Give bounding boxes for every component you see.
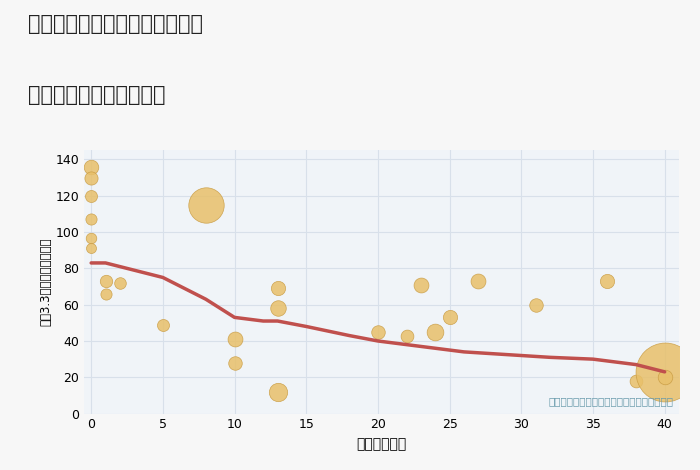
Point: [85, 192, 97, 200]
Point: [85, 216, 97, 223]
Point: [444, 313, 455, 321]
Point: [530, 301, 541, 308]
Text: 円の大きさは、取引のあった物件面積を示す: 円の大きさは、取引のあった物件面積を示す: [548, 396, 673, 406]
Point: [100, 277, 111, 285]
Point: [272, 285, 284, 292]
Point: [272, 388, 284, 396]
Point: [602, 277, 613, 285]
Point: [114, 279, 125, 287]
Point: [631, 377, 642, 384]
Point: [85, 174, 97, 181]
Point: [100, 290, 111, 298]
Point: [85, 163, 97, 171]
Point: [659, 374, 671, 381]
Point: [85, 245, 97, 252]
Y-axis label: 坪（3.3㎡）単価（万円）: 坪（3.3㎡）単価（万円）: [39, 238, 52, 326]
Point: [473, 277, 484, 285]
Point: [401, 332, 412, 339]
Point: [659, 368, 671, 376]
Point: [229, 336, 240, 343]
Text: 築年数別中古戸建て価格: 築年数別中古戸建て価格: [28, 85, 165, 105]
Point: [272, 305, 284, 312]
Text: 兵庫県姫路市飾磨区英賀東町の: 兵庫県姫路市飾磨区英賀東町の: [28, 14, 203, 34]
Point: [372, 328, 384, 336]
Point: [85, 234, 97, 241]
Point: [430, 328, 441, 336]
X-axis label: 築年数（年）: 築年数（年）: [356, 437, 407, 451]
Point: [158, 321, 169, 329]
Point: [415, 281, 426, 289]
Point: [200, 201, 211, 209]
Point: [229, 359, 240, 367]
